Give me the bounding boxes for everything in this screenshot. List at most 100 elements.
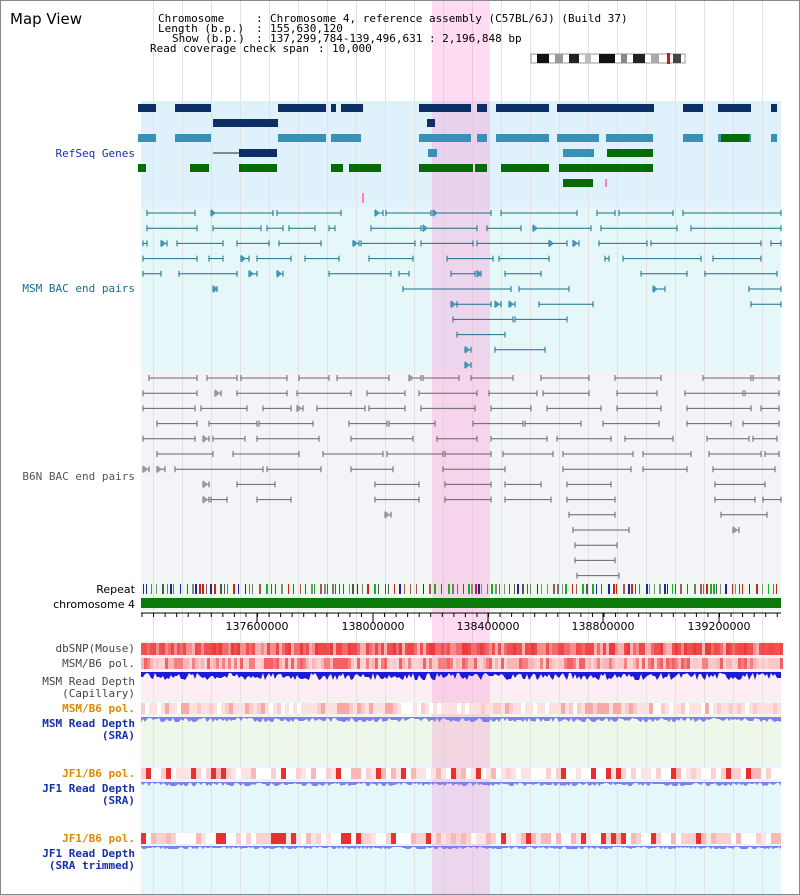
snp-density-cell <box>183 643 186 655</box>
polymorphism-cell <box>441 658 444 669</box>
refseq-genes-label[interactable]: RefSeq Genes <box>55 147 135 160</box>
repeat-element <box>659 584 661 594</box>
chromosome-label-track[interactable]: chromosome 4 <box>53 598 135 611</box>
polymorphism-cell <box>597 658 600 669</box>
snp-density-cell <box>723 643 726 655</box>
polymorphism-cell <box>321 768 326 779</box>
jf1-depth-trim-label[interactable]: JF1 Read Depth <box>42 847 135 860</box>
polymorphism-cell <box>180 658 183 669</box>
polymorphism-cell <box>346 768 351 779</box>
snp-density-cell <box>411 643 414 655</box>
msm-depth-sra-label[interactable]: MSM Read Depth <box>42 717 135 730</box>
polymorphism-cell <box>552 658 555 669</box>
dbsnp-label[interactable]: dbSNP(Mouse) <box>55 642 135 655</box>
jf1-b6-pol-label[interactable]: JF1/B6 pol. <box>62 767 135 780</box>
repeat-label[interactable]: Repeat <box>96 583 135 596</box>
msm-b6-pol-label-2[interactable]: MSM/B6 pol. <box>62 702 135 715</box>
polymorphism-cell <box>186 768 191 779</box>
msm-depth-capillary-label[interactable]: MSM Read Depth <box>42 675 135 688</box>
snp-density-cell <box>507 643 510 655</box>
polymorphism-cell <box>483 658 486 669</box>
repeat-element <box>335 584 336 594</box>
gene-feature <box>278 134 326 142</box>
repeat-element <box>468 584 470 594</box>
polymorphism-cell <box>433 703 437 714</box>
polymorphism-cell <box>345 658 348 669</box>
snp-density-cell <box>663 643 666 655</box>
polymorphism-cell <box>176 768 181 779</box>
polymorphism-cell <box>551 833 556 844</box>
gene-feature <box>477 134 487 142</box>
bac-end-arrow <box>433 209 438 217</box>
polymorphism-cell <box>327 658 330 669</box>
polymorphism-cell <box>207 658 210 669</box>
polymorphism-cell <box>297 703 301 714</box>
snp-density-cell <box>657 643 660 655</box>
polymorphism-cell <box>336 658 339 669</box>
polymorphism-cell <box>169 703 173 714</box>
polymorphism-cell <box>491 768 496 779</box>
polymorphism-cell <box>705 703 709 714</box>
polymorphism-cell <box>146 833 151 844</box>
polymorphism-cell <box>525 703 529 714</box>
jf1-b6-pol-label-2[interactable]: JF1/B6 pol. <box>62 832 135 845</box>
repeat-element <box>639 584 640 594</box>
highlight-region[interactable] <box>432 1 490 894</box>
polymorphism-cell <box>249 658 252 669</box>
snp-density-cell <box>216 643 219 655</box>
polymorphism-cell <box>196 768 201 779</box>
snp-density-cell <box>600 643 603 655</box>
polymorphism-cell <box>339 658 342 669</box>
polymorphism-cell <box>521 833 526 844</box>
polymorphism-cell <box>217 703 221 714</box>
polymorphism-cell <box>281 703 285 714</box>
repeat-element <box>288 584 289 594</box>
polymorphism-cell <box>693 658 696 669</box>
snp-density-cell <box>147 643 150 655</box>
polymorphism-cell <box>737 703 741 714</box>
repeat-element <box>710 584 712 594</box>
grid-line <box>762 1 763 894</box>
polymorphism-cell <box>391 768 396 779</box>
polymorphism-cell <box>381 833 386 844</box>
snp-density-cell <box>168 643 171 655</box>
polymorphism-cell <box>621 768 626 779</box>
snp-density-cell <box>585 643 588 655</box>
b6n-bac-label[interactable]: B6N BAC end pairs <box>22 470 135 483</box>
snp-density-cell <box>540 643 543 655</box>
chromosome-ideogram[interactable] <box>529 52 689 66</box>
polymorphism-cell <box>201 703 205 714</box>
repeat-element <box>162 584 164 594</box>
snp-density-cell <box>258 643 261 655</box>
snp-density-cell <box>603 643 606 655</box>
msm-bac-label[interactable]: MSM BAC end pairs <box>22 282 135 295</box>
bac-end-arrow <box>143 465 148 474</box>
grid-line <box>327 1 328 894</box>
snp-density-cell <box>633 643 636 655</box>
repeat-element <box>146 584 147 594</box>
polymorphism-cell <box>761 833 766 844</box>
snp-density-cell <box>219 643 222 655</box>
polymorphism-cell <box>318 658 321 669</box>
polymorphism-cell <box>365 703 369 714</box>
jf1-depth-sra-label[interactable]: JF1 Read Depth <box>42 782 135 795</box>
snp-density-cell <box>423 643 426 655</box>
snp-density-cell <box>360 643 363 655</box>
polymorphism-cell <box>736 833 741 844</box>
gene-feature <box>190 164 209 172</box>
polymorphism-cell <box>276 833 281 844</box>
polymorphism-cell <box>701 703 705 714</box>
polymorphism-cell <box>603 658 606 669</box>
polymorphism-cell <box>231 658 234 669</box>
polymorphism-cell <box>401 768 406 779</box>
snp-density-cell <box>222 643 225 655</box>
polymorphism-cell <box>276 768 281 779</box>
polymorphism-cell <box>291 658 294 669</box>
snp-density-cell <box>207 643 210 655</box>
polymorphism-cell <box>669 703 673 714</box>
coverage-value: 10,000 <box>332 42 372 55</box>
polymorphism-cell <box>240 658 243 669</box>
msm-b6-pol-label[interactable]: MSM/B6 pol. <box>62 657 135 670</box>
polymorphism-cell <box>441 703 445 714</box>
